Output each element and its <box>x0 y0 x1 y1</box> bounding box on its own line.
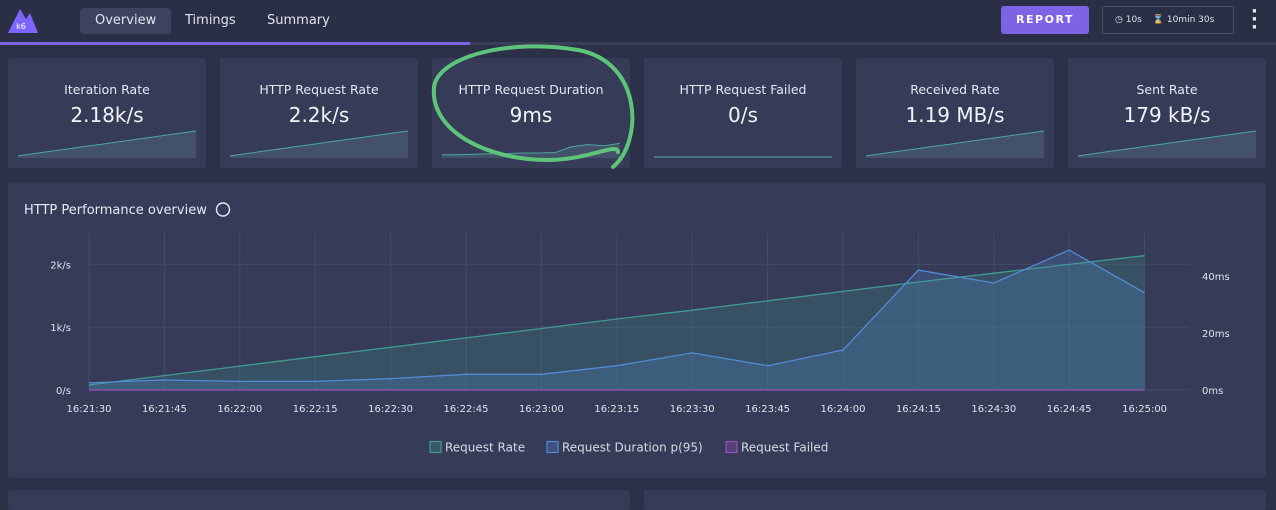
sparkline <box>442 142 620 158</box>
metric-card: Sent Rate 179 kB/s <box>1068 58 1266 168</box>
sparkline <box>230 130 408 158</box>
interval: 10s <box>1125 15 1142 25</box>
refresh-icon: ◷ <box>1115 15 1123 25</box>
timer-box: ◷ 10s ⌛ 10min 30s <box>1102 6 1234 34</box>
x-tick-label: 16:22:30 <box>368 404 413 415</box>
x-tick-label: 16:25:00 <box>1122 404 1167 415</box>
metric-card: HTTP Request Failed 0/s <box>644 58 842 168</box>
x-tick-label: 16:24:45 <box>1047 404 1092 415</box>
panel <box>644 490 1266 510</box>
card-value: 179 kB/s <box>1123 103 1211 127</box>
chart: HTTP Performance overview 16:21:30 16:21:… <box>24 202 1230 455</box>
x-tick-label: 16:21:30 <box>67 404 112 415</box>
legend-swatch <box>546 440 559 454</box>
progress-track <box>0 42 1276 45</box>
metric-card: Received Rate 1.19 MB/s <box>856 58 1054 168</box>
tab[interactable]: Summary <box>267 13 330 28</box>
card-value: 9ms <box>509 103 553 127</box>
metric-card: HTTP Request Rate 2.2k/s <box>220 58 418 168</box>
x-tick-label: 16:24:30 <box>971 404 1016 415</box>
x-tick-label: 16:22:00 <box>217 404 262 415</box>
sparkline-line <box>442 142 620 156</box>
y2-tick-label: 20ms <box>1202 329 1230 340</box>
card-title: HTTP Request Failed <box>679 82 807 97</box>
logo-shape <box>8 9 38 33</box>
tab[interactable]: Timings <box>185 13 236 28</box>
x-tick-label: 16:22:45 <box>444 404 489 415</box>
y-tick-label: 2k/s <box>50 260 71 271</box>
x-tick-label: 16:24:15 <box>896 404 941 415</box>
card-title: Sent Rate <box>1136 82 1198 97</box>
sparkline <box>654 156 832 158</box>
series-area <box>89 250 1145 390</box>
metric-card: Iteration Rate 2.18k/s <box>8 58 206 168</box>
card-title: HTTP Request Rate <box>259 82 379 97</box>
y2-tick-label: 40ms <box>1202 272 1230 283</box>
report-button[interactable]: REPORT <box>1001 6 1089 34</box>
card-value: 1.19 MB/s <box>905 103 1005 127</box>
series-line <box>88 249 1145 384</box>
annotation <box>431 44 635 169</box>
sparkline <box>1078 130 1256 158</box>
sparkline-area <box>230 131 408 158</box>
x-tick-label: 16:23:45 <box>745 404 790 415</box>
series-line <box>88 254 1145 386</box>
y-tick-label: 0/s <box>56 386 71 397</box>
series-area <box>89 255 1145 390</box>
x-tick-label: 16:23:30 <box>670 404 715 415</box>
chart-panel <box>8 183 1266 478</box>
panel <box>8 490 630 510</box>
tab[interactable]: Overview <box>80 8 172 34</box>
hourglass-icon: ⌛ <box>1152 15 1164 25</box>
legend-label: Request Failed <box>741 441 828 455</box>
legend-label: Request Rate <box>445 441 525 455</box>
sparkline-line <box>18 130 196 157</box>
x-tick-label: 16:24:00 <box>821 404 866 415</box>
sparkline-area <box>442 143 620 158</box>
metric-card: HTTP Request Duration 9ms <box>432 58 630 168</box>
card-title: HTTP Request Duration <box>458 82 604 97</box>
logo-text: k6 <box>16 22 26 31</box>
sparkline-line <box>866 130 1044 157</box>
sparkline-area <box>866 131 1044 158</box>
card-title: Received Rate <box>910 82 1000 97</box>
hand-drawn-circle <box>431 44 635 169</box>
card-value: 0/s <box>728 103 758 127</box>
progress-bar <box>0 42 470 45</box>
logo: k6 <box>8 9 38 33</box>
y2-tick-label: 0ms <box>1202 386 1223 397</box>
x-tick-label: 16:22:15 <box>293 404 338 415</box>
legend-swatch <box>429 440 442 454</box>
y-tick-label: 1k/s <box>50 323 71 334</box>
x-tick-label: 16:21:45 <box>142 404 187 415</box>
x-tick-label: 16:23:15 <box>594 404 639 415</box>
x-tick-label: 16:23:00 <box>519 404 564 415</box>
sparkline <box>866 130 1044 158</box>
sparkline-area <box>18 131 196 158</box>
sparkline-line <box>1078 130 1256 157</box>
sparkline-area <box>1078 131 1256 158</box>
info-icon[interactable] <box>215 202 231 217</box>
card-title: Iteration Rate <box>64 82 150 97</box>
sparkline-line <box>230 130 408 157</box>
legend-label: Request Duration p(95) <box>562 441 703 455</box>
card-value: 2.18k/s <box>70 103 144 127</box>
card-value: 2.2k/s <box>288 103 350 127</box>
menu-button[interactable]: · · · <box>1251 1 1258 38</box>
legend-swatch <box>725 440 738 454</box>
chart-title: HTTP Performance overview <box>24 203 207 218</box>
duration: 10min 30s <box>1166 15 1215 25</box>
sparkline <box>18 130 196 158</box>
